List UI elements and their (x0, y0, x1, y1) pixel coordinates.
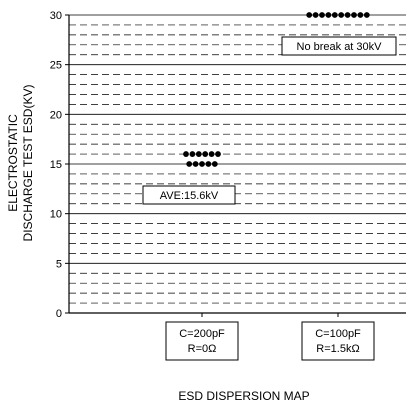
data-point (208, 151, 215, 157)
annotation-frame (281, 36, 397, 56)
data-point (306, 12, 313, 18)
annotations: AVE:15.6kV No break at 30kV (142, 36, 397, 205)
category-label-line: C=100pF (315, 328, 361, 340)
y-tick-label: 15 (50, 159, 62, 171)
axes (65, 14, 406, 317)
category-label-line: R=0Ω (188, 343, 217, 355)
data-point (319, 12, 325, 18)
y-tick-label: 0 (56, 308, 62, 320)
y-tick-label: 30 (50, 10, 62, 22)
data-point (186, 161, 193, 167)
data-point (195, 151, 202, 157)
category-label-box: C=100pF R=1.5kΩ (301, 321, 375, 361)
annotation-frame (142, 185, 236, 205)
y-axis-label-line-1: ELECTROSTATIC (6, 114, 20, 212)
annotation-box: No break at 30kV (281, 36, 397, 56)
data-point (183, 151, 189, 157)
data-point (215, 151, 221, 157)
y-tick-label: 25 (50, 60, 62, 72)
data-point (331, 12, 338, 18)
x-axis-label: ESD DISPERSION MAP (178, 389, 309, 403)
data-point (344, 12, 351, 18)
category-label-box: C=200pF R=0Ω (165, 321, 239, 361)
annotation-text: No break at 30kV (297, 41, 383, 53)
gridlines (69, 14, 406, 304)
y-axis-label-line-2: DISCHARGE TEST ESD(KV) (21, 85, 35, 242)
data-point (338, 12, 345, 18)
category-frame (301, 321, 375, 361)
category-label-line: C=200pF (179, 328, 225, 340)
data-point (325, 12, 332, 18)
y-tick-labels: 0 5 10 15 20 25 30 (50, 10, 62, 320)
annotation-text: AVE:15.6kV (160, 190, 219, 202)
data-point (205, 161, 212, 167)
data-point (312, 12, 319, 18)
data-point (189, 151, 196, 157)
category-frame (165, 321, 239, 361)
data-point (351, 12, 357, 18)
data-point (202, 151, 209, 157)
annotation-box: AVE:15.6kV (142, 185, 236, 205)
data-point (357, 12, 364, 18)
y-tick-label: 10 (50, 209, 62, 221)
category-labels: C=200pF R=0Ω C=100pF R=1.5kΩ (165, 321, 375, 361)
data-point (211, 161, 218, 167)
category-label-line: R=1.5kΩ (316, 343, 359, 355)
data-points (183, 12, 370, 167)
y-tick-label: 20 (50, 109, 62, 121)
data-point (199, 161, 205, 167)
data-point (192, 161, 199, 167)
data-point (363, 12, 370, 18)
y-tick-label: 5 (56, 258, 62, 270)
